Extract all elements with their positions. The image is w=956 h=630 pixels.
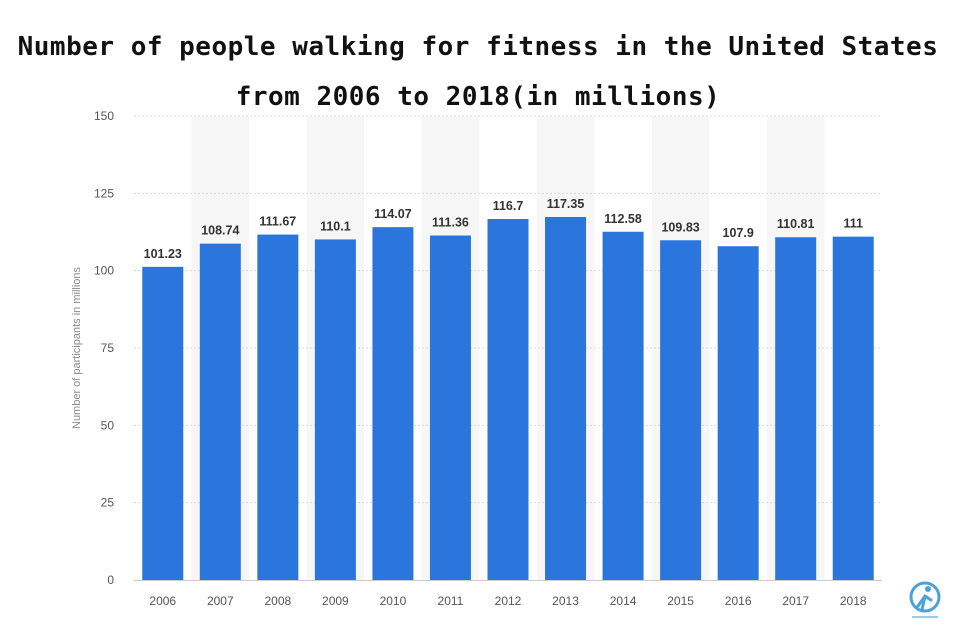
data-label: 111.36 <box>432 216 469 230</box>
x-tick-label: 2006 <box>149 594 176 608</box>
data-label: 117.35 <box>547 197 585 211</box>
y-tick-label: 0 <box>107 573 114 587</box>
y-axis-label: Number of participants in millions <box>71 266 83 429</box>
bar-2009 <box>314 239 356 580</box>
data-labels: 101.23 108.74 111.67 110.1 114.07 111.36 116.7… <box>144 197 863 261</box>
data-label: 108.74 <box>201 224 239 238</box>
bar-2018 <box>832 236 874 580</box>
bar-2015 <box>660 240 702 580</box>
x-tick-label: 2017 <box>782 594 809 608</box>
bar-2007 <box>199 243 241 581</box>
x-tick-label: 2008 <box>264 594 291 608</box>
x-tick-label: 2012 <box>495 594 522 608</box>
y-tick-label: 150 <box>94 109 114 123</box>
chart-title: Number of people walking for fitness in … <box>17 32 939 62</box>
chart-subtitle: from 2006 to 2018(in millions) <box>235 82 721 112</box>
data-label: 107.9 <box>723 226 754 240</box>
bar-2008 <box>257 234 299 581</box>
x-tick-label: 2013 <box>552 594 579 608</box>
bar-2013 <box>545 216 587 581</box>
bar-2016 <box>717 246 759 580</box>
x-tick-label: 2018 <box>840 594 867 608</box>
x-tick-label: 2016 <box>725 594 752 608</box>
x-tick-label: 2007 <box>207 594 234 608</box>
data-label: 110.1 <box>320 219 351 233</box>
data-label: 114.07 <box>374 207 412 221</box>
y-tick-label: 50 <box>101 418 115 432</box>
brand-logo-icon <box>909 581 941 618</box>
data-label: 112.58 <box>604 212 642 226</box>
x-tick-label: 2015 <box>667 594 694 608</box>
bar-2010 <box>372 227 414 580</box>
bar-2014 <box>602 231 644 580</box>
data-label: 116.7 <box>493 199 524 213</box>
bar-2011 <box>429 235 471 580</box>
data-label: 101.23 <box>144 247 182 261</box>
x-tick-label: 2010 <box>380 594 407 608</box>
x-tick-label: 2011 <box>438 594 464 608</box>
x-tick-label: 2014 <box>610 594 637 608</box>
y-tick-label: 100 <box>94 264 114 278</box>
x-axis-ticks: 2006 2007 2008 2009 2010 2011 2012 2013 2014 2015… <box>149 594 866 608</box>
x-tick-label: 2009 <box>322 594 349 608</box>
bar-2017 <box>775 237 817 581</box>
data-label: 111.67 <box>259 215 296 229</box>
data-label: 109.83 <box>661 220 699 234</box>
y-tick-label: 125 <box>94 186 114 200</box>
y-tick-label: 25 <box>101 496 115 510</box>
data-label: 111 <box>843 217 863 231</box>
y-axis-ticks: 0 25 50 75 100 125 150 <box>94 109 114 587</box>
data-label: 110.81 <box>777 217 815 231</box>
y-tick-label: 75 <box>101 341 115 355</box>
bars <box>142 216 874 581</box>
bar-2012 <box>487 219 529 580</box>
bar-2006 <box>142 266 184 580</box>
